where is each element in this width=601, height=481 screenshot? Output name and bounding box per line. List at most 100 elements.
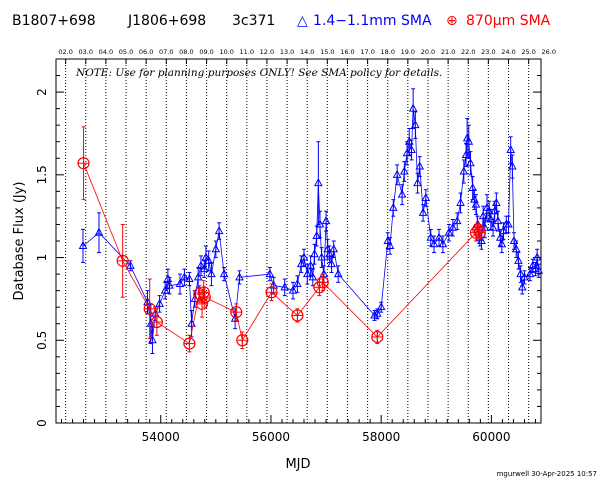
y-tick-label: 1	[35, 254, 49, 262]
data-point-triangle	[308, 272, 318, 281]
data-point-triangle	[399, 166, 409, 175]
data-point-triangle	[511, 244, 521, 253]
top-axis-tick-label: 26.0	[542, 48, 556, 56]
data-point-triangle	[413, 178, 422, 187]
data-point-triangle	[146, 318, 156, 327]
data-point-triangle	[321, 216, 331, 225]
top-axis-tick-label: 18.0	[380, 48, 394, 56]
data-point-triangle	[180, 272, 189, 281]
data-point-triangle	[211, 244, 221, 253]
source-name-3: 3c371	[232, 13, 275, 29]
data-point-triangle	[314, 178, 323, 187]
top-axis-tick-label: 04.0	[99, 48, 113, 56]
top-axis-tick-label: 03.0	[79, 48, 93, 56]
y-tick-label: 2	[35, 88, 49, 96]
data-point-triangle	[376, 302, 386, 311]
series-line	[82, 108, 540, 341]
data-point-triangle	[265, 269, 275, 278]
data-point-triangle	[310, 249, 319, 258]
data-point-triangle	[471, 199, 481, 208]
top-axis-tick-label: 15.0	[320, 48, 334, 56]
data-point-triangle	[459, 166, 469, 175]
data-point-triangle	[478, 211, 488, 220]
data-point-triangle	[160, 285, 170, 294]
series-red-870um	[77, 126, 486, 353]
data-point-triangle	[302, 269, 312, 278]
data-point-triangle	[444, 227, 454, 236]
data-point-triangle	[508, 161, 517, 170]
data-point-triangle	[468, 182, 477, 192]
data-point-triangle	[486, 214, 496, 223]
legend-circle-plus-icon: ⊕	[446, 13, 458, 29]
data-point-triangle	[306, 260, 315, 269]
data-point-triangle	[327, 259, 336, 268]
data-point-triangle	[329, 244, 339, 253]
top-axis-tick-label: 11.0	[240, 48, 254, 56]
data-point-triangle	[333, 269, 343, 278]
data-point-triangle	[461, 149, 471, 158]
data-point-triangle	[288, 285, 298, 294]
data-point-triangle	[421, 192, 431, 201]
data-point-triangle	[516, 269, 525, 278]
y-tick-label: 0.5	[35, 331, 49, 350]
data-point-triangle	[214, 226, 224, 235]
y-axis-label: Database Flux (Jy)	[12, 182, 27, 301]
data-point-triangle	[504, 219, 513, 228]
top-axis-tick-label: 24.0	[501, 48, 515, 56]
series-line	[83, 163, 481, 345]
axis-ticks	[56, 58, 541, 424]
data-series	[77, 88, 544, 355]
data-point-triangle	[385, 240, 395, 249]
top-axis-tick-label: 25.0	[521, 48, 535, 56]
data-point-triangle	[315, 219, 325, 228]
top-axis-tick-label: 19.0	[401, 48, 415, 56]
data-point-triangle	[493, 216, 503, 225]
data-point-triangle	[466, 158, 475, 167]
y-axis-tick-labels: 0 0.5 1 1.5 2	[35, 88, 49, 427]
data-point-triangle	[514, 255, 523, 264]
data-point-triangle	[317, 252, 326, 261]
y-tick-label: 1.5	[35, 165, 49, 184]
data-point-triangle	[488, 222, 498, 231]
top-axis-tick-label: 13.0	[280, 48, 294, 56]
data-point-triangle	[299, 252, 309, 261]
data-point-triangle	[531, 264, 540, 273]
data-point-triangle	[411, 120, 420, 129]
data-point-triangle	[312, 230, 322, 240]
data-point-triangle	[429, 239, 439, 248]
data-point-triangle	[407, 144, 416, 153]
top-axis-tick-label: 21.0	[441, 48, 455, 56]
data-point-triangle	[165, 280, 174, 289]
top-axis-tick-label: 05.0	[119, 48, 133, 56]
year-grid	[65, 59, 530, 423]
data-point-triangle	[397, 189, 407, 198]
data-point-triangle	[392, 169, 402, 178]
top-axis-tick-label: 17.0	[360, 48, 374, 56]
data-point-triangle	[528, 260, 538, 269]
planning-note: NOTE: Use for planning purposes ONLY! Se…	[75, 67, 442, 79]
data-point-triangle	[126, 260, 135, 269]
data-point-triangle	[477, 235, 486, 244]
data-point-triangle	[464, 136, 474, 145]
data-point-triangle	[456, 197, 465, 206]
data-point-triangle	[452, 216, 462, 225]
data-point-triangle	[532, 252, 542, 261]
data-point-triangle	[175, 278, 185, 288]
footer-credit: mgurwell 30-Apr-2025 10:57	[497, 470, 597, 478]
data-point-triangle	[438, 239, 448, 248]
data-point-triangle	[492, 197, 501, 206]
data-point-triangle	[155, 298, 164, 307]
data-point-triangle	[408, 103, 418, 112]
top-axis-tick-label: 23.0	[481, 48, 495, 56]
data-point-triangle	[388, 202, 398, 211]
source-name-1: B1807+698	[12, 13, 96, 29]
x-tick-label: 60000	[472, 430, 510, 444]
x-axis-tick-labels: 54000 56000 58000 60000	[142, 430, 511, 444]
y-tick-label: 0	[35, 419, 49, 427]
top-axis-tick-label: 22.0	[461, 48, 475, 56]
x-tick-label: 58000	[362, 430, 400, 444]
x-tick-label: 56000	[252, 430, 290, 444]
top-axis-tick-label: 02.0	[58, 48, 72, 56]
top-axis-tick-label: 20.0	[421, 48, 435, 56]
